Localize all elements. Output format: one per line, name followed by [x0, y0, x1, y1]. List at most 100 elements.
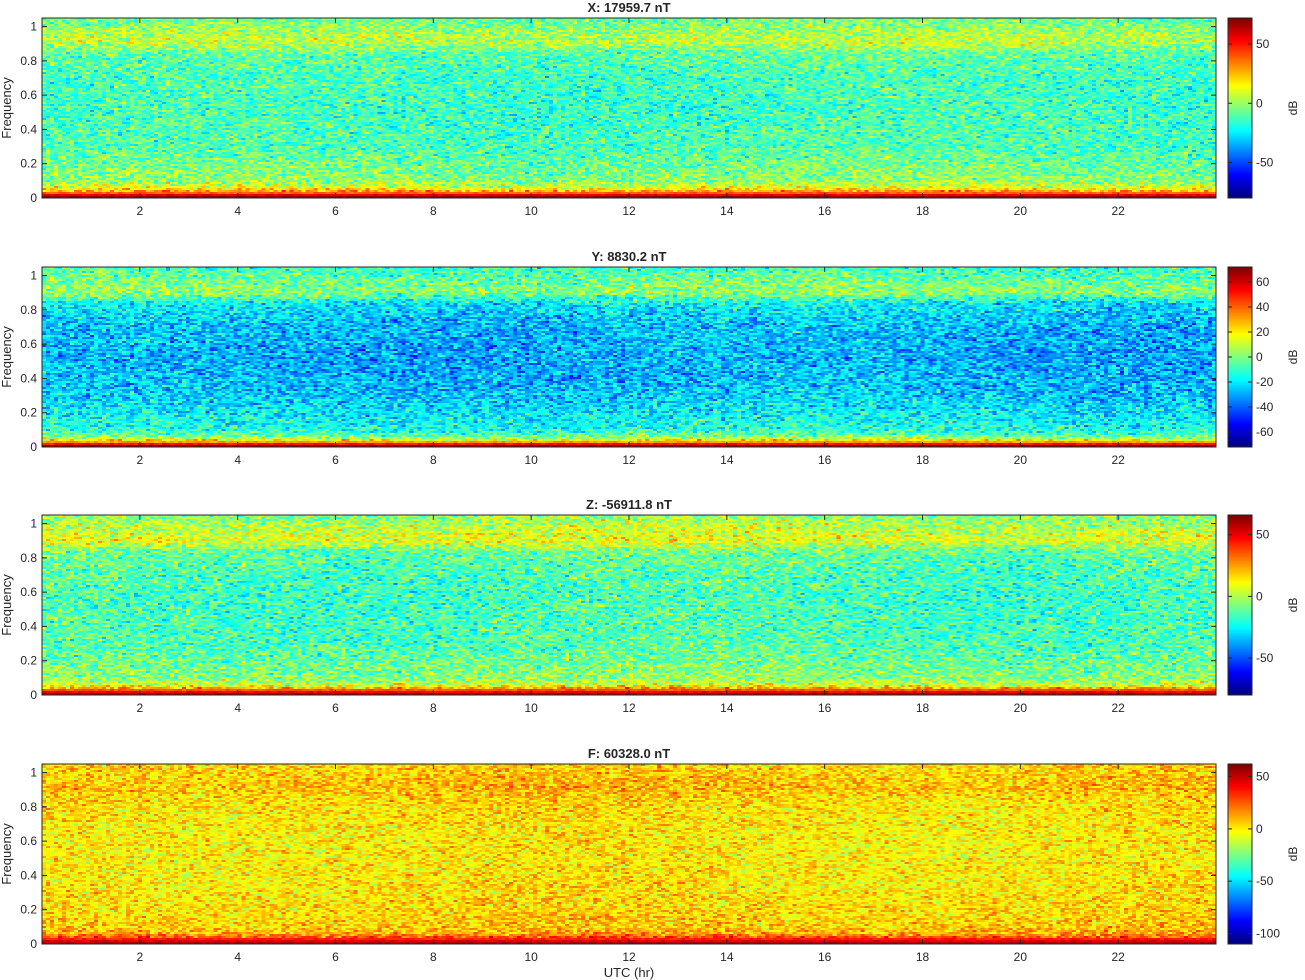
y-axis-label: Frequency [0, 77, 14, 139]
colorbar-frame [1227, 763, 1253, 945]
x-tick-label: 18 [916, 453, 930, 467]
colorbar-tick-label: 50 [1256, 37, 1270, 51]
colorbar-tick-label: 0 [1256, 822, 1263, 836]
x-tick-label: 20 [1014, 950, 1028, 964]
colorbar-tick-label: -100 [1256, 927, 1280, 941]
x-tick-label: 4 [234, 950, 241, 964]
colorbar [1228, 515, 1252, 695]
x-tick-label: 20 [1014, 701, 1028, 715]
x-tick-label: 10 [524, 950, 538, 964]
x-tick-label: 4 [234, 701, 241, 715]
colorbar-label: dB [1286, 598, 1300, 613]
x-tick-label: 12 [622, 701, 636, 715]
y-tick-label: 0.4 [20, 122, 37, 136]
panel-title: Z: -56911.8 nT [586, 497, 672, 512]
heatmap-cells [42, 18, 1216, 198]
x-tick-label: 12 [622, 204, 636, 218]
x-tick-label: 22 [1111, 701, 1125, 715]
y-tick-label: 0 [30, 688, 37, 702]
x-tick-label: 22 [1111, 453, 1125, 467]
panel-3: 2 4 6 8 10 12 14 16 18 20 22 0 0.2 0.4 0.6 0.8 1 F: 60328… [0, 746, 1300, 980]
x-tick-label: 18 [916, 950, 930, 964]
x-tick-label: 6 [332, 950, 339, 964]
y-tick-label: 0.4 [20, 868, 37, 882]
colorbar-frame [1227, 514, 1253, 696]
y-tick-label: 0 [30, 440, 37, 454]
colorbar-label: dB [1286, 847, 1300, 862]
colorbar-tick-label: 0 [1256, 96, 1263, 110]
x-tick-label: 2 [136, 204, 143, 218]
colorbar-tick-label: 0 [1256, 589, 1263, 603]
y-tick-label: 0.6 [20, 337, 37, 351]
colorbar-frame [1227, 17, 1253, 199]
x-tick-label: 20 [1014, 453, 1028, 467]
x-tick-label: 12 [622, 453, 636, 467]
colorbar-tick-label: 20 [1256, 325, 1270, 339]
colorbar-label: dB [1286, 350, 1300, 365]
x-tick-label: 4 [234, 453, 241, 467]
colorbar-tick-label: -50 [1256, 155, 1274, 169]
y-axis-label: Frequency [0, 326, 14, 388]
y-tick-label: 1 [30, 517, 37, 531]
colorbar-tick-label: -40 [1256, 400, 1274, 414]
y-tick-label: 1 [30, 20, 37, 34]
x-tick-label: 18 [916, 204, 930, 218]
colorbar-tick-label: -60 [1256, 425, 1274, 439]
x-tick-label: 20 [1014, 204, 1028, 218]
x-tick-label: 14 [720, 701, 734, 715]
y-tick-label: 0.6 [20, 585, 37, 599]
x-tick-label: 14 [720, 204, 734, 218]
x-tick-label: 16 [818, 453, 832, 467]
y-axis-label: Frequency [0, 823, 14, 885]
y-tick-label: 0.4 [20, 619, 37, 633]
x-tick-label: 8 [430, 453, 437, 467]
x-tick-label: 10 [524, 453, 538, 467]
x-axis-label: UTC (hr) [604, 965, 655, 980]
x-tick-label: 6 [332, 204, 339, 218]
y-tick-label: 1 [30, 269, 37, 283]
y-tick-label: 0.2 [20, 406, 37, 420]
y-tick-label: 1 [30, 766, 37, 780]
x-tick-label: 10 [524, 701, 538, 715]
x-tick-label: 14 [720, 453, 734, 467]
heatmap-cells [42, 515, 1216, 695]
y-tick-label: 0.2 [20, 157, 37, 171]
colorbar-tick-label: 60 [1256, 275, 1270, 289]
x-tick-label: 2 [136, 701, 143, 715]
x-tick-label: 2 [136, 453, 143, 467]
y-tick-label: 0.8 [20, 303, 37, 317]
x-tick-label: 14 [720, 950, 734, 964]
y-tick-label: 0.6 [20, 834, 37, 848]
x-tick-label: 12 [622, 950, 636, 964]
colorbar-tick-label: 0 [1256, 350, 1263, 364]
y-tick-label: 0 [30, 191, 37, 205]
x-tick-label: 16 [818, 701, 832, 715]
colorbar-tick-label: -50 [1256, 874, 1274, 888]
panel-1: 2 4 6 8 10 12 14 16 18 20 22 0 0.2 0.4 0.6 0.8 1 Y: 8830.… [0, 249, 1300, 467]
x-tick-label: 2 [136, 950, 143, 964]
y-axis-label: Frequency [0, 574, 14, 636]
colorbar-tick-label: 50 [1256, 528, 1270, 542]
colorbar-tick-label: -50 [1256, 651, 1274, 665]
y-tick-label: 0 [30, 937, 37, 951]
panel-title: Y: 8830.2 nT [592, 249, 667, 264]
x-tick-label: 8 [430, 204, 437, 218]
y-tick-label: 0.8 [20, 551, 37, 565]
colorbar-tick-label: 50 [1256, 770, 1270, 784]
x-tick-label: 22 [1111, 204, 1125, 218]
colorbar-tick-label: -20 [1256, 375, 1274, 389]
y-tick-label: 0.2 [20, 654, 37, 668]
panel-2: 2 4 6 8 10 12 14 16 18 20 22 0 0.2 0.4 0.6 0.8 1 Z: -5691… [0, 497, 1300, 715]
panel-title: F: 60328.0 nT [588, 746, 670, 761]
y-tick-label: 0.8 [20, 800, 37, 814]
y-tick-label: 0.2 [20, 903, 37, 917]
x-tick-label: 6 [332, 453, 339, 467]
y-tick-label: 0.8 [20, 54, 37, 68]
panel-0: 2 4 6 8 10 12 14 16 18 20 22 0 0.2 0.4 0.6 0.8 1 X: 17959… [0, 0, 1300, 218]
heatmap-cells [42, 764, 1216, 944]
x-tick-label: 8 [430, 701, 437, 715]
colorbar-tick-label: 40 [1256, 300, 1270, 314]
y-tick-label: 0.6 [20, 88, 37, 102]
x-tick-label: 6 [332, 701, 339, 715]
